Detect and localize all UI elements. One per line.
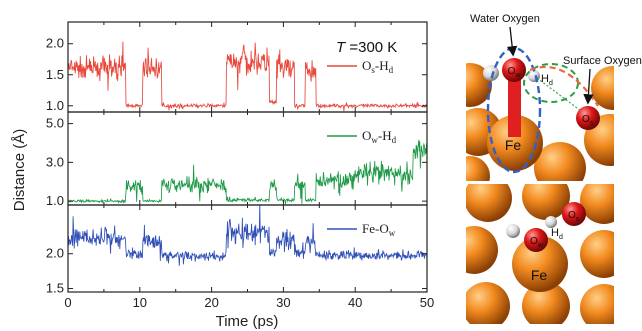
x-tick-label: 40 [348,295,362,310]
series-line-fe-ow [68,205,427,266]
panel-frame [67,204,428,293]
fe-o-bond [508,79,521,137]
fe-atom [466,156,490,181]
bottom-os-label: Os [568,210,580,223]
x-tick-label: 30 [276,295,290,310]
legend-label: Ow-Hd [362,128,397,145]
fe-atom-bonded [487,115,543,171]
y-tick-label: 1.0 [46,193,64,208]
fe-atom [522,282,570,324]
x-axis-ticks: 0 10 20 30 40 50 [64,295,434,310]
fe-atom [466,184,512,222]
fe-atom [466,282,510,324]
surface-oxygen-atom [562,202,586,226]
fe-atom [580,230,614,278]
top-os-label: Os [582,114,594,127]
y-tick-label: 2.0 [46,36,64,51]
fe-atom [580,184,614,224]
water-oxygen-atom [502,58,526,82]
fe-atom [466,226,498,274]
legend-label: Os-Hd [362,58,394,75]
panel-ow-hd: 1.0 3.0 5.0 Ow-Hd [46,111,428,208]
top-fe-label: Fe [505,137,522,153]
panel-fe-ow: 1.5 2.0 Fe-Ow [46,204,428,296]
top-ow-label: Ow [508,66,522,79]
surface-oxygen-callout: Surface Oxygen [563,55,642,67]
water-oxygen-callout: Water Oxygen [470,13,540,25]
y-axis-label: Distance (Å) [11,129,28,212]
water-oxygen-arrow [506,26,518,57]
x-tick-label: 10 [133,295,147,310]
fe-atom [534,142,586,181]
legend-label: Fe-Ow [362,221,396,238]
x-tick-label: 50 [420,295,434,310]
series-line-ow-hd [68,139,427,205]
fe-atom-bonded [512,236,568,292]
bottom-hd-label: Hd [551,227,563,241]
chart: Distance (Å) Time (ps) T =300 K 1.0 1.5 2.… [11,21,434,330]
panels: 1.0 1.5 2.0 Os-Hd 1.0 3.0 5.0 Ow-Hd 1.5 2.0 Fe-Ow [46,21,428,296]
x-axis-label: Time (ps) [216,313,279,330]
x-tick-label: 20 [204,295,218,310]
fe-atom [580,284,614,324]
surface-oxygen-arrow [583,68,594,105]
surface-illustration-top: Ow Hd Os Fe Water Oxygen Surface Oxygen [466,13,642,181]
fe-atom [522,184,570,220]
surface-oxygen-atom [576,106,600,130]
h-atom [483,65,499,81]
y-tick-label: 1.0 [46,98,64,113]
top-hd-label: Hd [541,73,553,87]
temperature-annotation: T =300 K [336,39,397,56]
surface-illustration-bottom: Ow Hd Os Fe [466,184,614,324]
fe-atom [591,66,614,110]
y-tick-label: 5.0 [46,116,64,131]
water-oxygen-atom [524,228,548,252]
y-tick-label: 1.5 [46,67,64,82]
y-tick-label: 3.0 [46,154,64,169]
series-line-os-hd [68,41,427,112]
h-atom [506,224,520,238]
y-tick-label: 2.0 [46,246,64,261]
x-tick-label: 0 [64,295,71,310]
dissociating-hydrogen-atom [545,216,557,228]
panel-os-hd: 1.0 1.5 2.0 Os-Hd [46,21,428,113]
bottom-fe-label: Fe [531,267,548,283]
bottom-ow-label: Ow [530,236,544,249]
y-tick-label: 1.5 [46,281,64,296]
panel-frame [67,111,428,206]
